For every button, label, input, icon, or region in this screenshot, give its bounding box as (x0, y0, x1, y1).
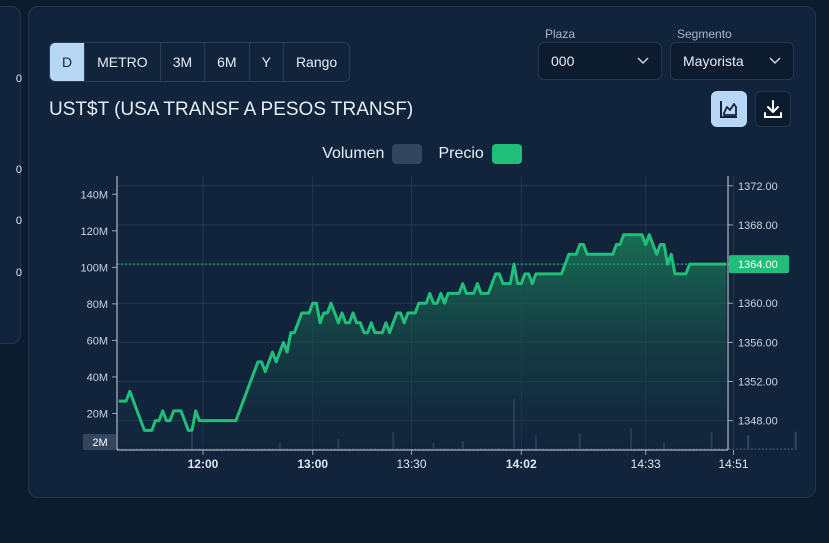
volume-bar (747, 435, 750, 450)
volume-bar (791, 448, 794, 450)
volume-bar (772, 448, 775, 450)
volume-tick-label: 20M (87, 408, 108, 420)
time-tick-label: 13:30 (397, 457, 427, 471)
volume-badge (83, 434, 116, 450)
time-tick-label: 13:00 (297, 457, 328, 471)
download-button[interactable] (755, 91, 791, 127)
chevron-down-icon (637, 57, 649, 65)
price-tick-label: 1352.00 (738, 377, 778, 389)
segmento-select[interactable]: Mayorista (670, 42, 794, 80)
volume-tick-label: 120M (80, 226, 108, 238)
volume-bar (754, 448, 757, 450)
last-price-label: 1364.00 (738, 259, 778, 271)
price-tick-label: 1348.00 (738, 416, 778, 428)
time-tick-label: 12:00 (188, 457, 219, 471)
time-tick-label: 14:51 (718, 457, 748, 471)
volume-bar (783, 448, 786, 450)
price-tick-label: 1368.00 (738, 220, 778, 232)
chart-legend: Volumen Precio (29, 144, 815, 164)
volume-bar (776, 448, 779, 450)
volume-badge-label: 2M (92, 437, 107, 449)
range-selector: D METRO 3M 6M Y Rango (49, 42, 351, 82)
download-icon (764, 100, 782, 118)
legend-volumen-label: Volumen (322, 145, 385, 162)
page-title: UST$T (USA TRANSF A PESOS TRANSF) (49, 99, 414, 120)
side-panel-glyph: 0 (15, 215, 22, 227)
range-button-metro[interactable]: METRO (85, 43, 161, 81)
volume-bar (765, 448, 768, 450)
legend-volumen-swatch[interactable] (392, 144, 423, 164)
volume-tick-label: 40M (87, 372, 108, 384)
volume-tick-label: 100M (80, 262, 108, 274)
volume-tick-label: 140M (80, 189, 108, 201)
chart-type-toggle-button[interactable] (711, 91, 747, 127)
side-panel-glyph: 0 (15, 267, 22, 279)
legend-precio-label: Precio (438, 145, 484, 162)
side-panel-glyph: 0 (15, 164, 22, 176)
legend-precio-swatch[interactable] (491, 144, 522, 164)
range-button-6m[interactable]: 6M (205, 43, 250, 81)
time-tick-label: 14:02 (506, 457, 537, 471)
volume-bar (761, 448, 764, 450)
volume-bar (732, 448, 735, 450)
chevron-down-icon (769, 57, 781, 65)
range-button-y[interactable]: Y (249, 43, 284, 81)
range-button-rango[interactable]: Rango (283, 43, 350, 81)
volume-bar (794, 431, 797, 450)
volume-bar (769, 448, 772, 450)
segmento-label: Segmento (677, 27, 732, 41)
range-button-d[interactable]: D (50, 43, 86, 81)
price-line (118, 233, 727, 432)
volume-bar (758, 448, 761, 450)
time-tick-label: 14:33 (631, 457, 661, 471)
area-chart-icon (720, 101, 737, 118)
volume-bar (728, 448, 731, 450)
volume-bar (750, 448, 753, 450)
price-tick-label: 1360.00 (738, 298, 778, 310)
plaza-label: Plaza (545, 27, 576, 41)
volume-tick-label: 80M (87, 299, 108, 311)
side-panel: 0 0 0 0 (0, 6, 22, 344)
volume-bar (739, 448, 742, 450)
side-panel-glyph: 0 (15, 73, 22, 85)
plaza-value: 000 (551, 53, 575, 69)
volume-bar (743, 448, 746, 450)
segmento-value: Mayorista (683, 53, 744, 69)
volume-bar (736, 448, 739, 450)
volume-tick-label: 60M (87, 335, 108, 347)
plaza-select[interactable]: 000 (538, 42, 662, 80)
price-area (118, 234, 727, 450)
range-button-3m[interactable]: 3M (160, 43, 206, 81)
price-tick-label: 1372.00 (738, 181, 778, 193)
volume-bar (780, 448, 783, 450)
last-price-badge (729, 255, 789, 274)
volume-bar (787, 448, 790, 450)
price-tick-label: 1356.00 (738, 337, 778, 349)
